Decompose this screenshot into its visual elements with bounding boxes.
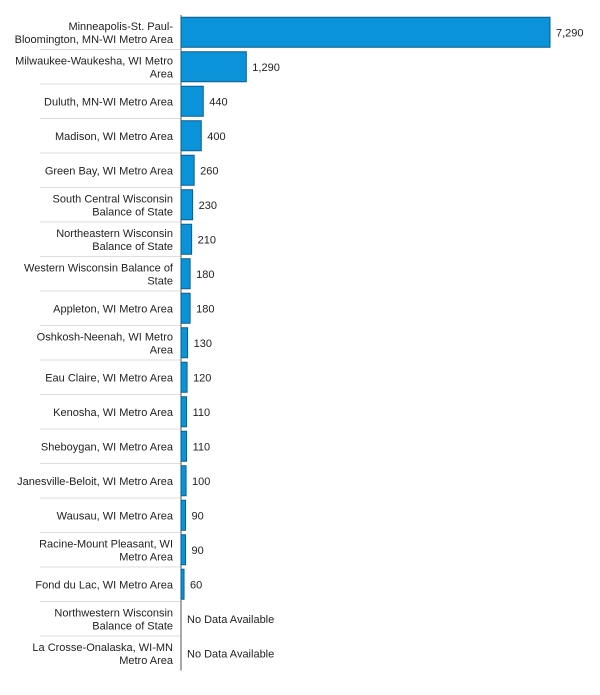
category-label-line: Northeastern Wisconsin — [56, 228, 173, 240]
category-label: Racine-Mount Pleasant, WI Metro Area — [39, 538, 174, 563]
category-label: Milwaukee-Waukesha, WI Metro Area — [15, 55, 174, 80]
category-label-line: Racine-Mount Pleasant, WI — [39, 538, 173, 550]
data-label: 400 — [207, 131, 225, 143]
category-label: Minneapolis-St. Paul-Bloomington, MN-WI … — [15, 21, 174, 46]
data-label: 90 — [192, 510, 204, 522]
category-label-line: Bloomington, MN-WI Metro Area — [15, 34, 174, 46]
category-label-line: Eau Claire, WI Metro Area — [45, 372, 174, 384]
category-label-line: Duluth, MN-WI Metro Area — [44, 96, 174, 108]
category-label: Madison, WI Metro Area — [55, 131, 174, 143]
data-label: No Data Available — [187, 648, 274, 660]
category-label: Duluth, MN-WI Metro Area — [44, 96, 174, 108]
category-label-line: South Central Wisconsin — [53, 193, 173, 205]
bar — [180, 258, 191, 290]
data-label: 440 — [209, 96, 227, 108]
data-label: No Data Available — [187, 614, 274, 626]
category-label-line: State — [147, 275, 173, 287]
category-label: Appleton, WI Metro Area — [53, 303, 174, 315]
bar — [180, 51, 247, 83]
category-label-line: Janesville-Beloit, WI Metro Area — [17, 476, 174, 488]
category-label-line: Green Bay, WI Metro Area — [45, 165, 174, 177]
bar — [180, 361, 188, 393]
category-label-line: Madison, WI Metro Area — [55, 131, 174, 143]
data-label: 180 — [196, 269, 214, 281]
data-label: 120 — [193, 372, 211, 384]
category-label: Eau Claire, WI Metro Area — [45, 372, 174, 384]
data-label: 210 — [198, 234, 216, 246]
category-label-line: Milwaukee-Waukesha, WI Metro — [15, 55, 173, 67]
category-label-line: Balance of State — [92, 241, 173, 253]
category-label-line: Sheboygan, WI Metro Area — [41, 441, 174, 453]
bar — [180, 154, 195, 186]
data-label: 100 — [192, 476, 210, 488]
category-label: Green Bay, WI Metro Area — [45, 165, 174, 177]
data-label: 130 — [194, 338, 212, 350]
bar — [180, 499, 187, 531]
data-label: 230 — [199, 200, 217, 212]
category-label-line: Oshkosh-Neenah, WI Metro — [37, 331, 173, 343]
category-label: Janesville-Beloit, WI Metro Area — [17, 476, 174, 488]
bar — [180, 189, 194, 221]
category-label-line: Area — [150, 68, 174, 80]
bar — [180, 430, 188, 462]
bar — [180, 223, 193, 255]
bar — [180, 16, 551, 48]
category-label-line: Balance of State — [92, 206, 173, 218]
data-label: 90 — [192, 545, 204, 557]
category-label-line: Wausau, WI Metro Area — [57, 510, 174, 522]
data-label: 1,290 — [252, 62, 280, 74]
category-label-line: Metro Area — [119, 655, 174, 667]
data-label: 110 — [193, 441, 211, 453]
data-label: 7,290 — [556, 27, 584, 39]
category-label-line: La Crosse-Onalaska, WI-MN — [32, 642, 173, 654]
bar — [180, 85, 204, 117]
data-label: 180 — [196, 303, 214, 315]
bar — [180, 534, 187, 566]
category-label-line: Area — [150, 344, 174, 356]
bar — [180, 327, 189, 359]
bar — [180, 120, 202, 152]
category-label-line: Western Wisconsin Balance of — [24, 262, 174, 274]
category-label: Fond du Lac, WI Metro Area — [35, 579, 173, 591]
bar — [180, 396, 188, 428]
category-label: La Crosse-Onalaska, WI-MN Metro Area — [32, 642, 173, 667]
category-label-line: Appleton, WI Metro Area — [53, 303, 174, 315]
category-label-line: Northwestern Wisconsin — [54, 607, 173, 619]
data-label: 60 — [190, 579, 202, 591]
category-label: South Central Wisconsin Balance of State — [53, 193, 173, 218]
category-label: Northeastern Wisconsin Balance of State — [56, 228, 173, 253]
category-label-line: Kenosha, WI Metro Area — [53, 407, 174, 419]
category-label: Western Wisconsin Balance of State — [24, 262, 174, 287]
category-label: Oshkosh-Neenah, WI Metro Area — [37, 331, 174, 356]
category-label: Sheboygan, WI Metro Area — [41, 441, 174, 453]
category-label-line: Minneapolis-St. Paul- — [68, 21, 173, 33]
category-label-line: Metro Area — [119, 551, 174, 563]
category-label: Northwestern Wisconsin Balance of State — [54, 607, 173, 632]
bar — [180, 292, 191, 324]
data-label: 110 — [193, 407, 211, 419]
category-label: Wausau, WI Metro Area — [57, 510, 174, 522]
category-label: Kenosha, WI Metro Area — [53, 407, 174, 419]
bar — [180, 568, 185, 600]
data-label: 260 — [200, 165, 218, 177]
category-label-line: Balance of State — [92, 620, 173, 632]
bar — [180, 465, 187, 497]
category-label-line: Fond du Lac, WI Metro Area — [35, 579, 173, 591]
